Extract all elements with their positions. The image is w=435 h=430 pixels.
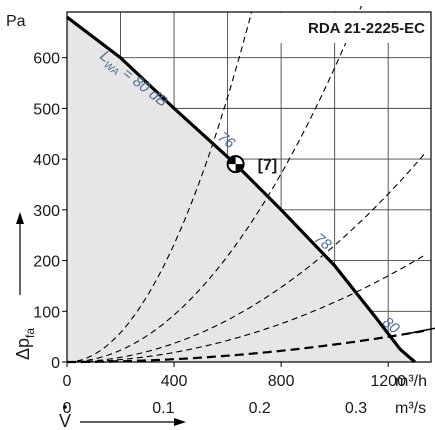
system-curve — [67, 329, 426, 364]
y-axis-arrowhead — [16, 212, 24, 224]
x2-axis-ticks: 0 0.1 0.2 0.3 — [63, 400, 368, 417]
x-tick-label: 0 — [63, 373, 72, 390]
x-axis-unit: m³/h — [395, 373, 427, 390]
operating-area-shading — [67, 17, 415, 362]
x2-tick-label: 0 — [63, 400, 72, 417]
system-curve — [67, 5, 362, 363]
x-axis-arrowhead — [174, 418, 186, 426]
x2-tick-label: 0.1 — [152, 400, 174, 417]
operating-point: [7] — [226, 155, 278, 174]
x2-tick-label: 0.3 — [345, 400, 367, 417]
y-tick-label: 300 — [33, 203, 60, 220]
y-axis-label: Δpfa — [13, 328, 37, 360]
system-curve — [66, 11, 253, 363]
system-curves: 3 — [66, 5, 435, 364]
y-axis-label-main: Δp — [13, 338, 33, 360]
y-tick-label: 600 — [33, 51, 60, 68]
y-tick-label: 500 — [33, 101, 60, 118]
x2-tick-label: 0.2 — [249, 400, 271, 417]
y-axis-ticks: 0 100 200 300 400 500 600 — [33, 51, 67, 372]
chart-title: RDA 21-2225-EC — [308, 20, 425, 37]
x-axis-label: V — [59, 411, 71, 430]
x-tick-label: 800 — [268, 373, 295, 390]
y-axis-label-sub: fa — [23, 328, 37, 338]
y-tick-label: 200 — [33, 254, 60, 271]
svg-text:Δpfa: Δpfa — [13, 328, 37, 360]
x-tick-label: 400 — [161, 373, 188, 390]
operating-point-quarter — [235, 164, 244, 173]
fan-curve — [66, 15, 416, 364]
system-curve — [67, 254, 426, 363]
operating-point-label: [7] — [258, 157, 278, 174]
operating-point-quarter — [227, 156, 236, 165]
y-tick-label: 400 — [33, 152, 60, 169]
system-curve-label-leader — [406, 327, 435, 335]
x2-axis-unit: m³/s — [395, 400, 426, 417]
x-tick-label: 1200 — [370, 373, 406, 390]
y-tick-label: 100 — [33, 304, 60, 321]
system-curve — [67, 152, 427, 363]
x-axis-ticks: 0 400 800 1200 — [63, 362, 406, 390]
plot-frame — [66, 11, 432, 363]
title-box — [275, 13, 430, 43]
x-axis-label-dot — [63, 405, 67, 409]
y-tick-label: 0 — [51, 355, 60, 372]
y-axis-unit: Pa — [6, 13, 26, 30]
